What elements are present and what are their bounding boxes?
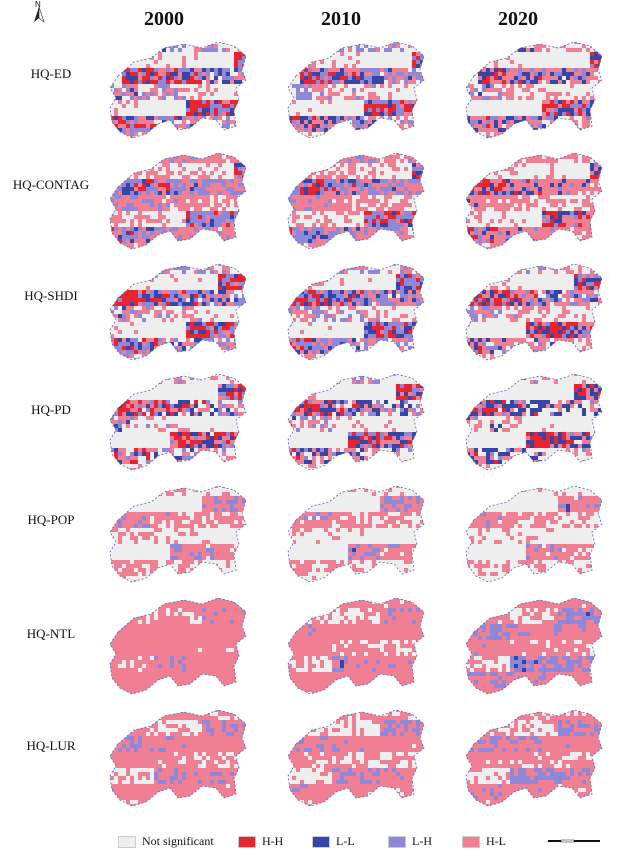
- row-label-hq-shdi: HQ-SHDI: [24, 288, 78, 303]
- map-hq-pop-2020: [462, 480, 610, 590]
- legend-swatch-hh: [238, 835, 256, 848]
- legend-swatch-ll: [312, 835, 330, 848]
- row-label-hq-ed: HQ-ED: [30, 66, 72, 81]
- map-hq-shdi-2000: [106, 258, 254, 368]
- map-hq-contag-2020: [462, 147, 610, 257]
- map-hq-lur-2020: [462, 704, 610, 814]
- row-label-hq-contag: HQ-CONTAG: [12, 177, 90, 192]
- map-hq-lur-2000: [106, 704, 254, 814]
- year-header-2010: 2010: [321, 8, 361, 30]
- legend-item-lh: L-H: [388, 834, 432, 849]
- map-hq-ed-2020: [462, 36, 610, 146]
- map-hq-pd-2010: [284, 368, 432, 478]
- map-hq-pd-2000: [106, 368, 254, 478]
- legend-swatch-hl: [462, 835, 480, 848]
- map-hq-contag-2000: [106, 147, 254, 257]
- map-hq-shdi-2020: [462, 258, 610, 368]
- scale-bar-icon: [548, 839, 600, 843]
- map-hq-ed-2010: [284, 36, 432, 146]
- map-hq-ed-2000: [106, 36, 254, 146]
- year-header-2020: 2020: [498, 8, 538, 30]
- legend-item-hh: H-H: [238, 834, 283, 849]
- row-label-hq-ntl: HQ-NTL: [26, 626, 76, 641]
- north-label: N: [35, 0, 41, 9]
- row-label-hq-lur: HQ-LUR: [26, 738, 76, 753]
- row-label-hq-pop: HQ-POP: [27, 512, 75, 527]
- legend-label-hl: H-L: [486, 834, 506, 848]
- legend-item-not-significant: Not significant: [118, 834, 214, 849]
- map-hq-pop-2010: [284, 480, 432, 590]
- legend-swatch-lh: [388, 835, 406, 848]
- map-hq-lur-2010: [284, 704, 432, 814]
- legend-label-not-significant: Not significant: [142, 834, 214, 848]
- legend-item-hl: H-L: [462, 834, 506, 849]
- map-hq-ntl-2020: [462, 592, 610, 702]
- map-hq-ntl-2010: [284, 592, 432, 702]
- map-hq-pd-2020: [462, 368, 610, 478]
- map-hq-shdi-2010: [284, 258, 432, 368]
- legend-label-lh: L-H: [412, 834, 432, 848]
- legend-label-hh: H-H: [262, 834, 284, 848]
- legend: Not significant H-H L-L L-H H-L: [118, 834, 618, 850]
- legend-item-ll: L-L: [312, 834, 355, 849]
- map-hq-ntl-2000: [106, 592, 254, 702]
- map-hq-contag-2010: [284, 147, 432, 257]
- legend-label-ll: L-L: [336, 834, 355, 848]
- map-hq-pop-2000: [106, 480, 254, 590]
- north-arrow-icon: N: [32, 0, 46, 24]
- row-label-hq-pd: HQ-PD: [31, 402, 71, 417]
- year-header-2000: 2000: [144, 8, 184, 30]
- legend-swatch-not-significant: [118, 835, 136, 848]
